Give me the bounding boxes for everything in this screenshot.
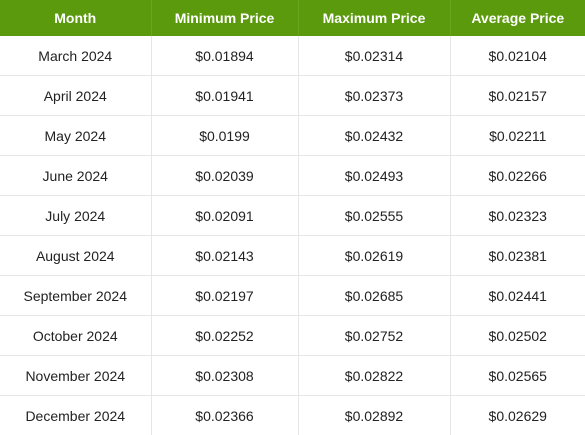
cell-maximum-price: $0.02314 bbox=[298, 36, 450, 76]
table-row: March 2024 $0.01894 $0.02314 $0.02104 bbox=[0, 36, 585, 76]
cell-month: March 2024 bbox=[0, 36, 151, 76]
table-row: October 2024 $0.02252 $0.02752 $0.02502 bbox=[0, 316, 585, 356]
cell-month: August 2024 bbox=[0, 236, 151, 276]
cell-average-price: $0.02565 bbox=[450, 356, 585, 396]
cell-average-price: $0.02629 bbox=[450, 396, 585, 435]
header-month: Month bbox=[0, 0, 151, 36]
cell-month: September 2024 bbox=[0, 276, 151, 316]
cell-minimum-price: $0.02366 bbox=[151, 396, 298, 435]
table-row: May 2024 $0.0199 $0.02432 $0.02211 bbox=[0, 116, 585, 156]
table-body: March 2024 $0.01894 $0.02314 $0.02104 Ap… bbox=[0, 36, 585, 435]
cell-minimum-price: $0.01941 bbox=[151, 76, 298, 116]
header-row: Month Minimum Price Maximum Price Averag… bbox=[0, 0, 585, 36]
header-minimum-price: Minimum Price bbox=[151, 0, 298, 36]
cell-maximum-price: $0.02432 bbox=[298, 116, 450, 156]
table-row: July 2024 $0.02091 $0.02555 $0.02323 bbox=[0, 196, 585, 236]
cell-average-price: $0.02266 bbox=[450, 156, 585, 196]
cell-month: December 2024 bbox=[0, 396, 151, 435]
cell-minimum-price: $0.01894 bbox=[151, 36, 298, 76]
cell-month: June 2024 bbox=[0, 156, 151, 196]
table-row: November 2024 $0.02308 $0.02822 $0.02565 bbox=[0, 356, 585, 396]
cell-maximum-price: $0.02619 bbox=[298, 236, 450, 276]
cell-maximum-price: $0.02555 bbox=[298, 196, 450, 236]
cell-average-price: $0.02211 bbox=[450, 116, 585, 156]
cell-month: November 2024 bbox=[0, 356, 151, 396]
cell-maximum-price: $0.02752 bbox=[298, 316, 450, 356]
cell-maximum-price: $0.02685 bbox=[298, 276, 450, 316]
table-row: September 2024 $0.02197 $0.02685 $0.0244… bbox=[0, 276, 585, 316]
cell-maximum-price: $0.02373 bbox=[298, 76, 450, 116]
cell-average-price: $0.02441 bbox=[450, 276, 585, 316]
cell-month: May 2024 bbox=[0, 116, 151, 156]
cell-maximum-price: $0.02822 bbox=[298, 356, 450, 396]
cell-minimum-price: $0.02308 bbox=[151, 356, 298, 396]
header-average-price: Average Price bbox=[450, 0, 585, 36]
table-header: Month Minimum Price Maximum Price Averag… bbox=[0, 0, 585, 36]
cell-average-price: $0.02157 bbox=[450, 76, 585, 116]
cell-minimum-price: $0.02091 bbox=[151, 196, 298, 236]
cell-average-price: $0.02502 bbox=[450, 316, 585, 356]
cell-month: July 2024 bbox=[0, 196, 151, 236]
header-maximum-price: Maximum Price bbox=[298, 0, 450, 36]
cell-minimum-price: $0.02143 bbox=[151, 236, 298, 276]
cell-average-price: $0.02381 bbox=[450, 236, 585, 276]
cell-maximum-price: $0.02493 bbox=[298, 156, 450, 196]
table-row: June 2024 $0.02039 $0.02493 $0.02266 bbox=[0, 156, 585, 196]
cell-minimum-price: $0.02252 bbox=[151, 316, 298, 356]
table-row: August 2024 $0.02143 $0.02619 $0.02381 bbox=[0, 236, 585, 276]
cell-maximum-price: $0.02892 bbox=[298, 396, 450, 435]
table-row: December 2024 $0.02366 $0.02892 $0.02629 bbox=[0, 396, 585, 435]
cell-minimum-price: $0.02039 bbox=[151, 156, 298, 196]
table-row: April 2024 $0.01941 $0.02373 $0.02157 bbox=[0, 76, 585, 116]
cell-minimum-price: $0.02197 bbox=[151, 276, 298, 316]
cell-month: October 2024 bbox=[0, 316, 151, 356]
cell-average-price: $0.02323 bbox=[450, 196, 585, 236]
cell-minimum-price: $0.0199 bbox=[151, 116, 298, 156]
cell-average-price: $0.02104 bbox=[450, 36, 585, 76]
cell-month: April 2024 bbox=[0, 76, 151, 116]
